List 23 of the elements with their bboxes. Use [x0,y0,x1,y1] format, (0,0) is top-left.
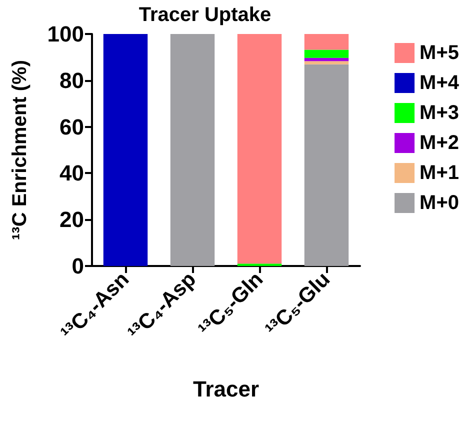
bar [304,58,349,62]
bar [103,34,148,266]
bar [237,34,282,264]
y-tick-label: 60 [60,114,84,140]
y-tick-label: 100 [47,22,84,46]
y-axis-title: ¹³C Enrichment (%) [9,60,31,240]
legend-label: M+1 [420,162,460,184]
y-tick-label: 80 [60,68,84,93]
x-axis-title: Tracer [192,376,260,402]
legend-label: M+2 [420,132,460,154]
y-tick-label: 20 [60,207,84,232]
legend-label: M+5 [420,42,460,64]
bar [304,34,349,50]
y-tick-label: 0 [72,254,84,278]
legend-label: M+4 [420,72,460,94]
bar [304,50,349,58]
bar [304,64,349,266]
legend-label: M+3 [420,102,460,124]
chart-title: Tracer Uptake [138,4,272,26]
bar [170,34,215,266]
bar [304,61,349,64]
y-tick-label: 40 [60,160,84,186]
legend-label: M+0 [420,192,460,214]
